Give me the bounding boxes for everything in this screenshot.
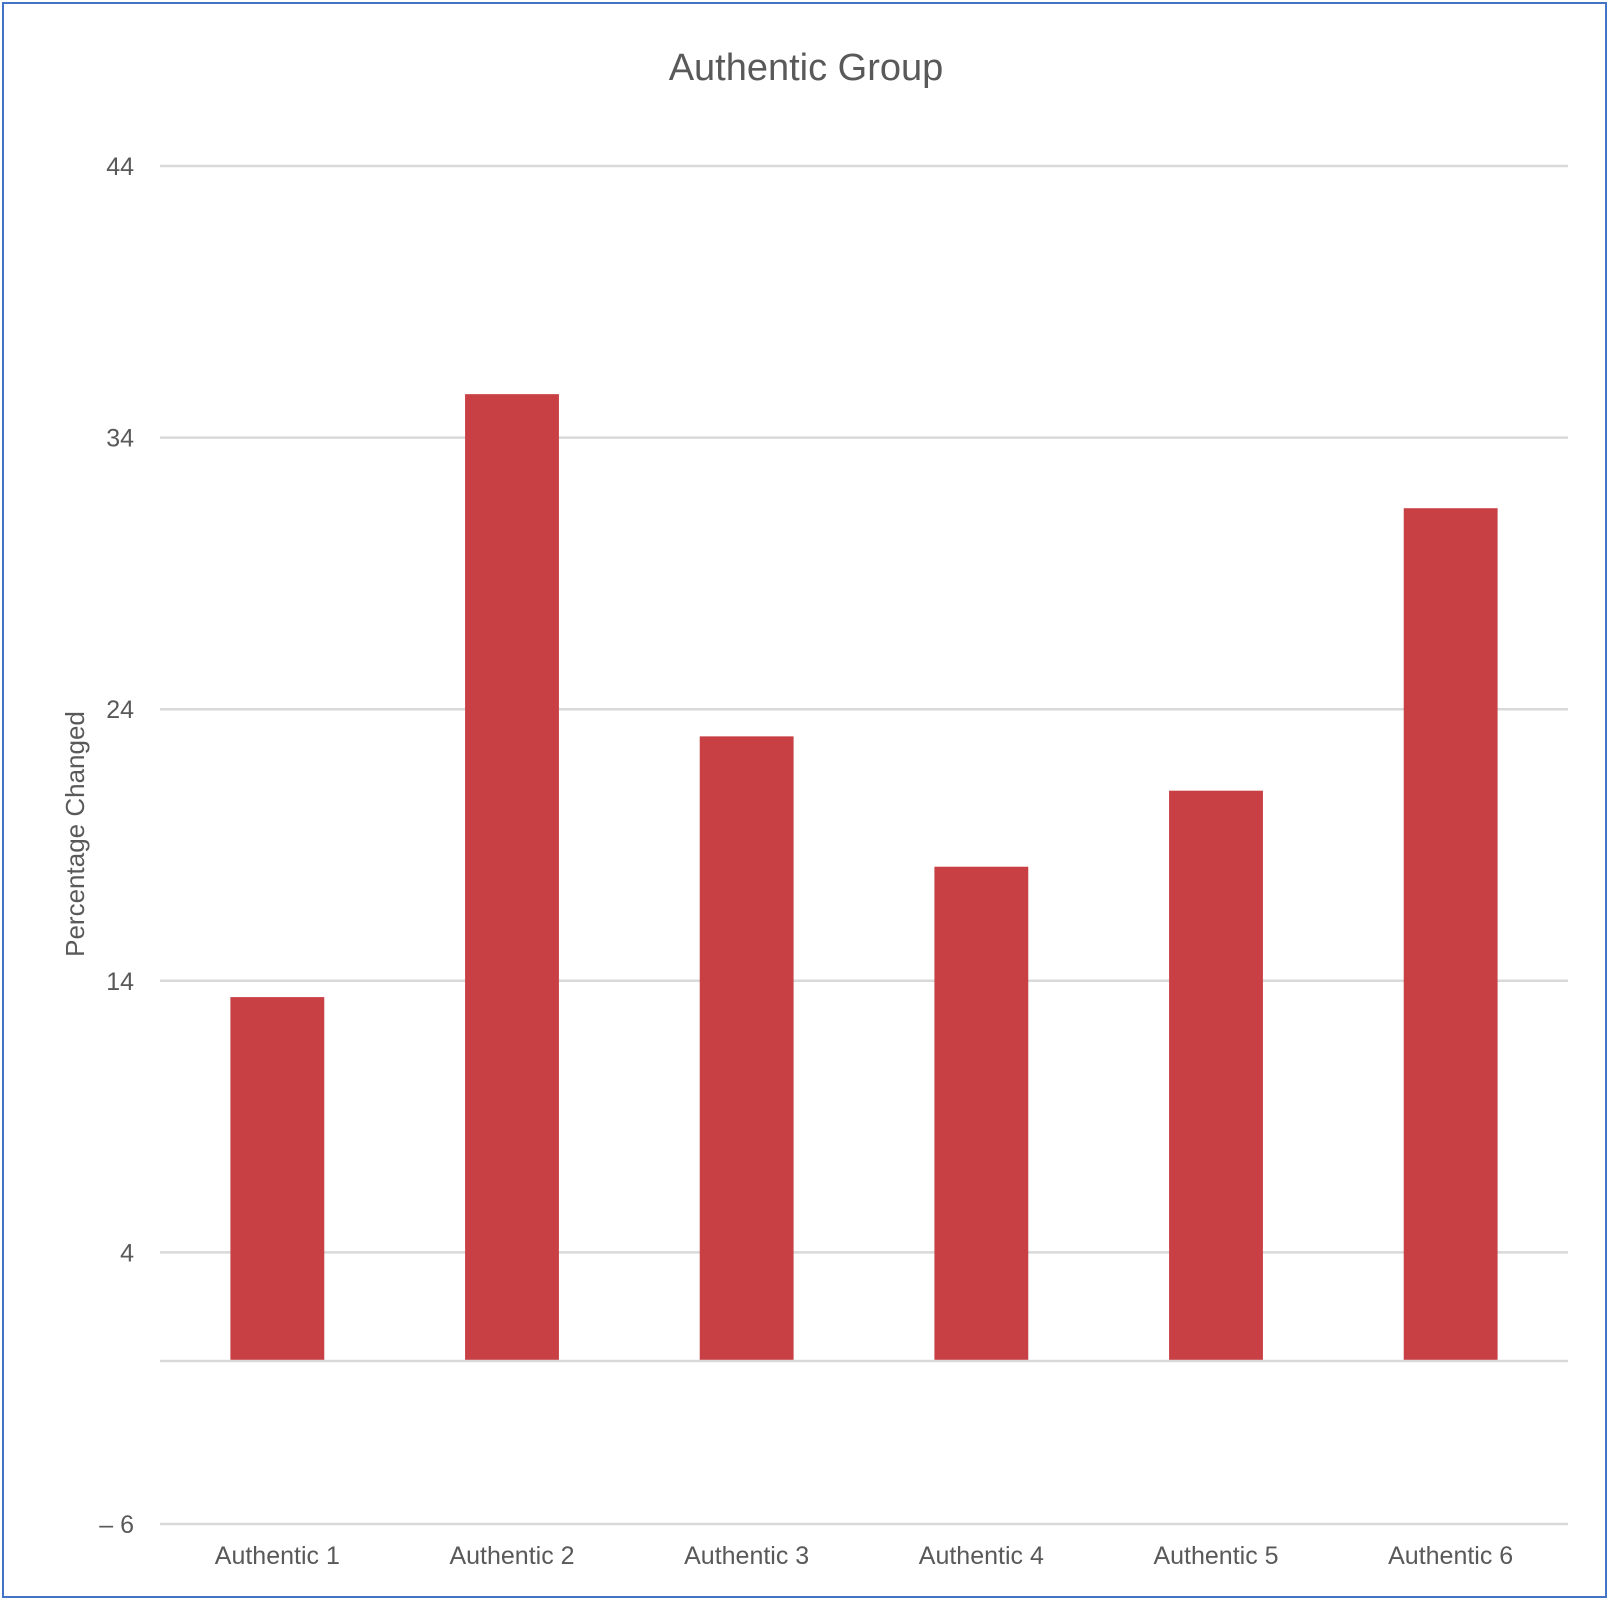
chart-title: Authentic Group bbox=[669, 47, 944, 89]
y-tick-label: 24 bbox=[106, 696, 134, 724]
x-tick-labels: Authentic 1 Authentic 2 Authentic 3 Authent… bbox=[215, 1542, 1513, 1570]
y-tick-label: 14 bbox=[106, 968, 134, 996]
x-tick-label: Authentic 1 bbox=[215, 1542, 340, 1570]
gridlines bbox=[160, 164, 1568, 1526]
bar-6 bbox=[1403, 508, 1498, 1362]
x-tick-label: Authentic 6 bbox=[1388, 1542, 1513, 1570]
bar-4 bbox=[934, 866, 1029, 1362]
x-tick-label: Authentic 2 bbox=[449, 1542, 574, 1570]
x-tick-label: Authentic 5 bbox=[1153, 1542, 1278, 1570]
y-axis-label: Percentage Changed bbox=[60, 711, 90, 957]
y-tick-label: 34 bbox=[106, 425, 134, 453]
bar-2 bbox=[465, 394, 559, 1362]
y-tick-label: – 6 bbox=[99, 1511, 134, 1539]
bar-3 bbox=[699, 736, 794, 1362]
y-tick-label: 4 bbox=[120, 1239, 134, 1267]
bars bbox=[230, 394, 1498, 1362]
y-tick-labels: 44 34 24 14 4 – 6 bbox=[99, 153, 134, 1539]
y-tick-label: 44 bbox=[106, 153, 134, 181]
bar-chart: Authentic Group Percentage Changed 44 34 2… bbox=[60, 47, 1568, 1570]
bar-1 bbox=[230, 997, 325, 1362]
x-tick-label: Authentic 3 bbox=[684, 1542, 809, 1570]
bar-5 bbox=[1169, 790, 1263, 1362]
x-tick-label: Authentic 4 bbox=[919, 1542, 1044, 1570]
